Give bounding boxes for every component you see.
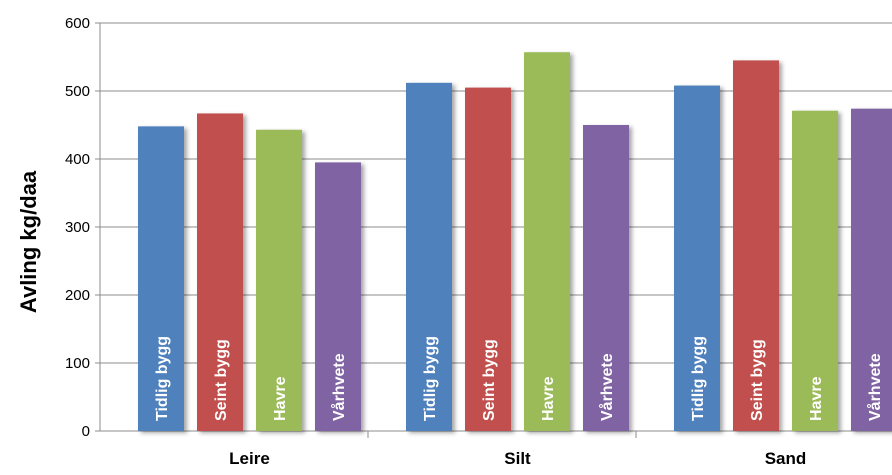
y-tick-label: 600: [65, 15, 90, 32]
y-axis-title: Avling kg/daa: [16, 170, 41, 313]
bar-series-label: Seint bygg: [481, 339, 498, 421]
bar-series-label: Havre: [540, 376, 557, 421]
bar: [733, 60, 779, 432]
bar-series-label: Tidlig bygg: [690, 336, 707, 421]
bar: [583, 125, 629, 431]
bar: [851, 108, 892, 432]
bar-series-label: Vårhvete: [866, 353, 884, 421]
bar-series-label: Seint bygg: [213, 339, 230, 421]
x-category-label: Leire: [229, 449, 270, 468]
bar: [674, 85, 720, 431]
y-tick-label: 500: [65, 83, 90, 100]
y-tick-label: 100: [65, 355, 90, 372]
bar-series-label: Tidlig bygg: [422, 336, 439, 421]
bar: [524, 52, 570, 432]
bar: [197, 113, 243, 431]
bars: [138, 52, 892, 432]
bar-series-label: Havre: [808, 376, 825, 421]
y-tick-label: 300: [65, 219, 90, 236]
bar: [792, 110, 838, 431]
x-category-label: Sand: [765, 449, 807, 468]
bar-series-label: Vårhvete: [598, 353, 616, 421]
bar-series-label: Vårhvete: [330, 353, 348, 421]
labels: Leire Tidlig bygg Seint bygg Havre Vårhvete S…: [154, 336, 884, 468]
bar: [406, 82, 452, 431]
y-tick-label: 200: [65, 287, 90, 304]
bar-series-label: Havre: [272, 376, 289, 421]
bar: [315, 162, 361, 431]
bar: [465, 87, 511, 431]
y-tick-label: 400: [65, 151, 90, 168]
x-category-label: Silt: [504, 449, 531, 468]
y-tick-label: 0: [82, 423, 90, 440]
bar: [138, 126, 184, 432]
bar-series-label: Seint bygg: [749, 339, 766, 421]
bar: [256, 129, 302, 431]
bar-series-label: Tidlig bygg: [154, 336, 171, 421]
